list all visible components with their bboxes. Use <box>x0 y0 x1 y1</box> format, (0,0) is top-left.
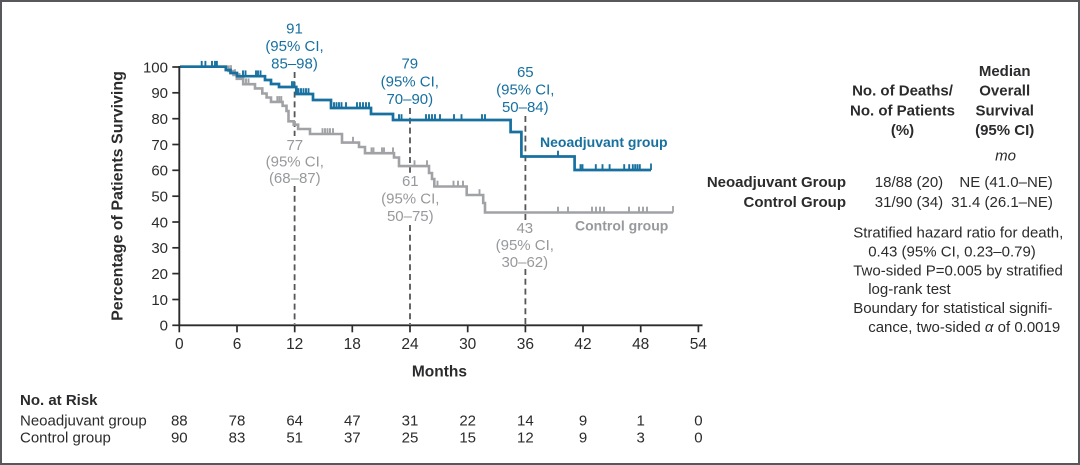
svg-text:77: 77 <box>286 137 303 154</box>
svg-text:Median: Median <box>979 63 1031 80</box>
svg-text:(%): (%) <box>891 122 914 139</box>
svg-text:37: 37 <box>344 430 361 447</box>
svg-text:70–90): 70–90) <box>386 91 433 108</box>
svg-text:0.43 (95% CI, 0.23–0.79): 0.43 (95% CI, 0.23–0.79) <box>868 243 1036 260</box>
svg-text:22: 22 <box>459 413 476 430</box>
svg-text:100: 100 <box>143 59 168 76</box>
svg-text:48: 48 <box>632 336 649 353</box>
svg-text:Control group: Control group <box>575 218 668 234</box>
svg-text:Two-sided P=0.005 by stratifie: Two-sided P=0.005 by stratified <box>853 263 1063 280</box>
svg-text:Control group: Control group <box>20 430 111 447</box>
svg-text:cance, two-sided α of 0.0019: cance, two-sided α of 0.0019 <box>868 319 1060 336</box>
svg-text:83: 83 <box>229 430 246 447</box>
svg-text:31.4 (26.1–NE): 31.4 (26.1–NE) <box>951 194 1053 211</box>
svg-text:30–62): 30–62) <box>501 254 548 271</box>
svg-text:30: 30 <box>459 336 477 353</box>
svg-text:60: 60 <box>151 163 168 180</box>
svg-text:(95% CI,: (95% CI, <box>266 154 324 171</box>
svg-text:(95% CI,: (95% CI, <box>381 190 439 207</box>
svg-text:No. of Deaths/: No. of Deaths/ <box>852 83 954 100</box>
svg-text:90: 90 <box>171 430 188 447</box>
svg-text:(95% CI,: (95% CI, <box>496 237 554 254</box>
svg-text:(95% CI,: (95% CI, <box>496 82 554 99</box>
svg-text:90: 90 <box>151 85 168 102</box>
svg-text:Neoadjuvant group: Neoadjuvant group <box>540 134 668 150</box>
svg-text:Control Group: Control Group <box>744 194 846 211</box>
svg-text:0: 0 <box>175 336 184 353</box>
svg-text:Neoadjuvant Group: Neoadjuvant Group <box>707 174 846 191</box>
svg-text:20: 20 <box>151 266 168 283</box>
svg-text:log-rank test: log-rank test <box>868 281 951 298</box>
svg-text:(95% CI,: (95% CI, <box>265 38 323 55</box>
svg-text:15: 15 <box>459 430 476 447</box>
svg-text:12: 12 <box>517 430 534 447</box>
svg-text:24: 24 <box>401 336 419 353</box>
svg-text:54: 54 <box>690 336 708 353</box>
svg-text:No. of Patients: No. of Patients <box>850 103 955 120</box>
svg-text:12: 12 <box>286 336 303 353</box>
svg-text:Neoadjuvant group: Neoadjuvant group <box>20 413 147 430</box>
svg-text:14: 14 <box>517 413 534 430</box>
svg-text:(68–87): (68–87) <box>269 170 321 187</box>
svg-text:No. at Risk: No. at Risk <box>20 392 98 409</box>
svg-text:Months: Months <box>412 364 467 381</box>
svg-text:30: 30 <box>151 240 168 257</box>
svg-text:85–98): 85–98) <box>271 56 318 73</box>
svg-text:31/90 (34): 31/90 (34) <box>875 194 943 211</box>
svg-text:(95% CI): (95% CI) <box>975 122 1034 139</box>
svg-text:51: 51 <box>286 430 303 447</box>
svg-text:36: 36 <box>517 336 534 353</box>
svg-text:50–84): 50–84) <box>502 99 549 116</box>
svg-text:9: 9 <box>579 413 587 430</box>
svg-text:18: 18 <box>344 336 361 353</box>
svg-text:64: 64 <box>286 413 303 430</box>
svg-text:80: 80 <box>151 111 168 128</box>
svg-text:Boundary for statistical signi: Boundary for statistical signifi- <box>853 300 1052 317</box>
svg-text:mo: mo <box>995 148 1016 165</box>
svg-text:40: 40 <box>151 214 168 231</box>
svg-text:91: 91 <box>286 20 303 37</box>
svg-text:10: 10 <box>151 292 168 309</box>
svg-text:43: 43 <box>516 220 533 237</box>
svg-text:0: 0 <box>694 413 702 430</box>
svg-text:0: 0 <box>694 430 702 447</box>
svg-text:Survival: Survival <box>976 103 1034 120</box>
svg-text:3: 3 <box>637 430 645 447</box>
svg-text:50: 50 <box>151 189 168 206</box>
svg-text:70: 70 <box>151 137 168 154</box>
svg-text:(95% CI,: (95% CI, <box>381 73 439 90</box>
svg-text:1: 1 <box>637 413 645 430</box>
svg-text:18/88 (20): 18/88 (20) <box>875 174 943 191</box>
svg-text:6: 6 <box>233 336 242 353</box>
svg-text:0: 0 <box>160 318 168 335</box>
svg-text:79: 79 <box>401 56 418 73</box>
svg-text:65: 65 <box>517 64 534 81</box>
svg-text:Overall: Overall <box>979 83 1030 100</box>
svg-text:42: 42 <box>574 336 591 353</box>
svg-text:NE (41.0–NE): NE (41.0–NE) <box>959 174 1052 191</box>
svg-text:47: 47 <box>344 413 361 430</box>
svg-text:61: 61 <box>402 173 419 190</box>
svg-text:31: 31 <box>402 413 419 430</box>
svg-text:9: 9 <box>579 430 587 447</box>
svg-text:Stratified hazard ratio for de: Stratified hazard ratio for death, <box>853 224 1063 241</box>
svg-text:25: 25 <box>402 430 419 447</box>
svg-text:88: 88 <box>171 413 188 430</box>
svg-text:Percentage of Patients Survivi: Percentage of Patients Surviving <box>110 71 127 321</box>
svg-text:78: 78 <box>229 413 246 430</box>
svg-text:50–75): 50–75) <box>387 208 434 225</box>
